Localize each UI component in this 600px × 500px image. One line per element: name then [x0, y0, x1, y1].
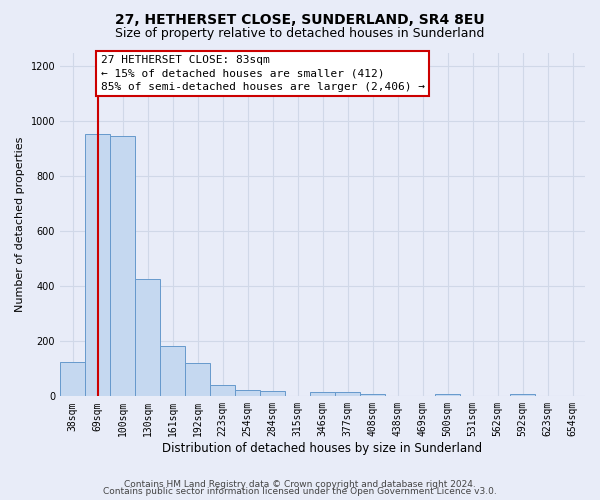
Bar: [335, 392, 360, 396]
Text: 27, HETHERSET CLOSE, SUNDERLAND, SR4 8EU: 27, HETHERSET CLOSE, SUNDERLAND, SR4 8EU: [115, 12, 485, 26]
Bar: [235, 390, 260, 396]
Bar: [360, 394, 385, 396]
Bar: [110, 136, 135, 396]
Text: Contains HM Land Registry data © Crown copyright and database right 2024.: Contains HM Land Registry data © Crown c…: [124, 480, 476, 489]
Bar: [435, 394, 460, 396]
Y-axis label: Number of detached properties: Number of detached properties: [15, 136, 25, 312]
X-axis label: Distribution of detached houses by size in Sunderland: Distribution of detached houses by size …: [163, 442, 482, 455]
Text: Size of property relative to detached houses in Sunderland: Size of property relative to detached ho…: [115, 28, 485, 40]
Text: 27 HETHERSET CLOSE: 83sqm
← 15% of detached houses are smaller (412)
85% of semi: 27 HETHERSET CLOSE: 83sqm ← 15% of detac…: [101, 56, 425, 92]
Bar: [135, 278, 160, 396]
Bar: [185, 364, 210, 396]
Bar: [510, 394, 535, 396]
Text: Contains public sector information licensed under the Open Government Licence v3: Contains public sector information licen…: [103, 487, 497, 496]
Bar: [160, 346, 185, 397]
Bar: [210, 385, 235, 396]
Bar: [60, 362, 85, 396]
Bar: [260, 391, 285, 396]
Bar: [310, 392, 335, 396]
Bar: [85, 134, 110, 396]
